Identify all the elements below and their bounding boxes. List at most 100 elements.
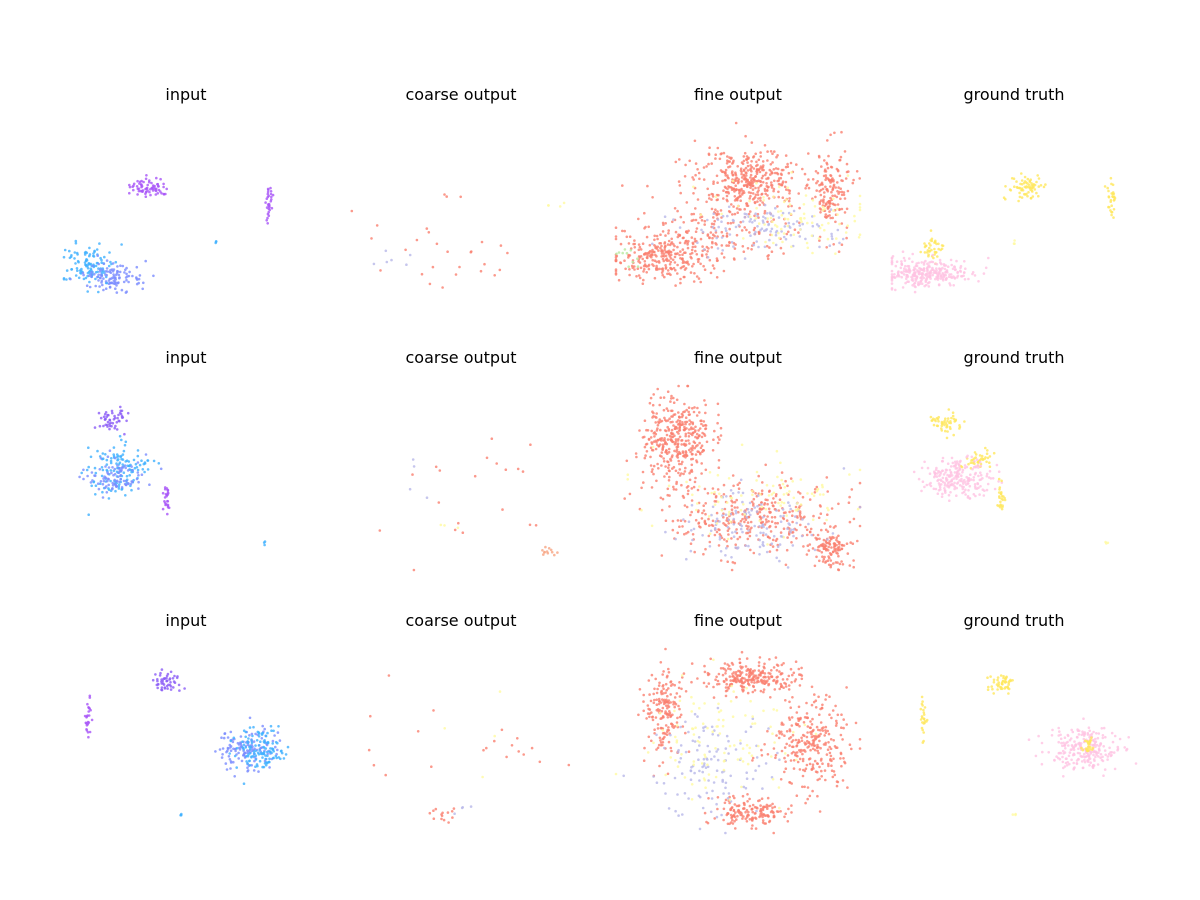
scatter-point bbox=[780, 214, 784, 217]
scatter-point bbox=[940, 420, 944, 424]
scatter-point bbox=[738, 657, 741, 661]
scatter-point bbox=[761, 543, 764, 546]
scatter-point bbox=[664, 530, 667, 534]
scatter-point bbox=[778, 559, 781, 563]
scatter-point bbox=[664, 264, 667, 267]
panel-r1-coarse-output: coarse output bbox=[331, 85, 591, 325]
scatter-point bbox=[626, 473, 630, 476]
scatter-point bbox=[648, 243, 652, 247]
scatter-point bbox=[720, 230, 724, 234]
scatter-point bbox=[715, 675, 718, 679]
scatter-point bbox=[780, 501, 783, 504]
scatter-point bbox=[161, 507, 165, 511]
scatter-point bbox=[818, 765, 821, 769]
scatter-point bbox=[845, 236, 848, 240]
scatter-point bbox=[683, 425, 686, 429]
scatter-point bbox=[129, 468, 132, 472]
scatter-point bbox=[257, 770, 260, 773]
scatter-point bbox=[667, 705, 671, 709]
scatter-point bbox=[733, 212, 737, 216]
scatter-point bbox=[700, 422, 703, 426]
scatter-point bbox=[266, 754, 269, 758]
scatter-point bbox=[784, 237, 788, 241]
scatter-point bbox=[114, 273, 118, 277]
scatter-point bbox=[824, 698, 827, 701]
scatter-point bbox=[724, 227, 727, 230]
scatter-point bbox=[822, 201, 825, 204]
scatter-point bbox=[926, 249, 930, 252]
scatter-point bbox=[752, 685, 755, 689]
scatter-point bbox=[725, 235, 729, 238]
scatter-point bbox=[685, 557, 688, 561]
scatter-point bbox=[233, 754, 237, 758]
scatter-point bbox=[997, 491, 1001, 494]
scatter-point bbox=[62, 255, 66, 259]
scatter-point bbox=[824, 778, 827, 782]
scatter-point bbox=[670, 428, 674, 432]
scatter-point bbox=[941, 480, 945, 484]
scatter-point bbox=[748, 231, 751, 234]
scatter-point bbox=[789, 706, 792, 709]
scatter-point bbox=[74, 274, 78, 277]
scatter-point bbox=[762, 164, 765, 167]
scatter-point bbox=[490, 437, 494, 440]
scatter-point bbox=[85, 724, 89, 727]
scatter-point bbox=[734, 509, 738, 513]
scatter-point bbox=[735, 678, 738, 681]
scatter-point bbox=[745, 524, 748, 528]
scatter-point bbox=[812, 728, 815, 732]
scatter-point bbox=[947, 408, 951, 411]
scatter-point bbox=[669, 715, 672, 719]
scatter-point bbox=[678, 462, 681, 466]
scatter-point bbox=[743, 257, 747, 260]
scatter-point bbox=[967, 462, 970, 466]
scatter-point bbox=[646, 184, 649, 188]
scatter-point bbox=[965, 455, 968, 459]
scatter-point bbox=[913, 273, 917, 277]
scatter-point bbox=[835, 167, 839, 171]
scatter-point bbox=[798, 217, 802, 220]
scatter-point bbox=[662, 687, 665, 691]
scatter-point bbox=[825, 161, 828, 165]
scatter-point bbox=[757, 661, 761, 664]
scatter-point bbox=[753, 681, 756, 684]
scatter-point bbox=[842, 718, 845, 721]
scatter-point bbox=[929, 244, 932, 247]
scatter-point bbox=[677, 180, 681, 183]
scatter-point bbox=[156, 192, 160, 195]
scatter-point bbox=[156, 679, 159, 683]
scatter-point bbox=[648, 401, 652, 405]
scatter-point bbox=[905, 270, 909, 273]
scatter-point bbox=[786, 566, 790, 569]
scatter-point bbox=[784, 511, 787, 514]
scatter-point bbox=[159, 177, 162, 181]
scatter-point bbox=[104, 287, 108, 290]
scatter-point bbox=[890, 277, 894, 281]
scatter-point bbox=[754, 193, 758, 197]
scatter-point bbox=[766, 515, 769, 518]
scatter-point bbox=[80, 471, 83, 475]
scatter-point bbox=[716, 807, 719, 811]
scatter-point bbox=[901, 250, 905, 253]
scatter-point bbox=[838, 562, 842, 566]
scatter-point bbox=[752, 197, 756, 200]
scatter-point bbox=[705, 165, 708, 168]
scatter-point bbox=[751, 489, 754, 493]
scatter-point bbox=[669, 680, 672, 684]
scatter-point bbox=[645, 428, 648, 432]
scatter-point bbox=[661, 743, 664, 747]
scatter-point bbox=[789, 161, 793, 165]
scatter-point bbox=[795, 220, 799, 223]
scatter-point bbox=[688, 423, 691, 426]
scatter-point bbox=[759, 671, 763, 674]
scatter-point bbox=[823, 769, 827, 772]
scatter-point bbox=[848, 520, 852, 524]
scatter-point bbox=[758, 525, 761, 528]
scatter-point bbox=[680, 462, 683, 466]
scatter-point bbox=[803, 769, 807, 773]
scatter-point bbox=[643, 419, 647, 422]
scatter-point bbox=[784, 180, 788, 184]
scatter-point bbox=[733, 521, 736, 524]
scatter-point bbox=[112, 279, 116, 283]
scatter-point bbox=[817, 545, 820, 549]
